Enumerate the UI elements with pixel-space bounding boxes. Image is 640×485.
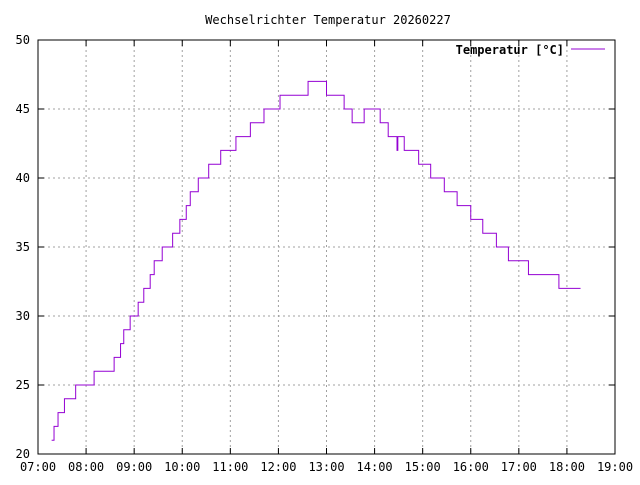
series-layer	[51, 80, 581, 441]
y-tick-label: 45	[16, 102, 30, 116]
grid	[38, 40, 615, 454]
axis-ticks: 07:00 08:00 09:00 10:00 11:00 12:00 13:00 14:00…	[16, 33, 634, 474]
series-line	[51, 80, 581, 441]
y-tick-label: 30	[16, 309, 30, 323]
x-tick-label: 13:00	[308, 460, 344, 474]
legend-label: Temperatur [°C]	[456, 43, 564, 57]
x-tick-label: 15:00	[405, 460, 441, 474]
legend: Temperatur [°C]	[456, 43, 605, 57]
x-tick-label: 14:00	[357, 460, 393, 474]
y-tick-label: 20	[16, 447, 30, 461]
chart-title: Wechselrichter Temperatur 20260227	[205, 13, 451, 27]
x-tick-label: 11:00	[212, 460, 248, 474]
x-tick-label: 10:00	[164, 460, 200, 474]
x-tick-label: 08:00	[68, 460, 104, 474]
x-tick-label: 12:00	[260, 460, 296, 474]
x-tick-label: 17:00	[501, 460, 537, 474]
x-tick-label: 16:00	[453, 460, 489, 474]
x-tick-label: 09:00	[116, 460, 152, 474]
x-tick-label: 18:00	[549, 460, 585, 474]
y-tick-label: 25	[16, 378, 30, 392]
y-tick-label: 50	[16, 33, 30, 47]
x-tick-label: 07:00	[20, 460, 56, 474]
x-tick-label: 19:00	[597, 460, 633, 474]
y-tick-label: 40	[16, 171, 30, 185]
y-tick-label: 35	[16, 240, 30, 254]
